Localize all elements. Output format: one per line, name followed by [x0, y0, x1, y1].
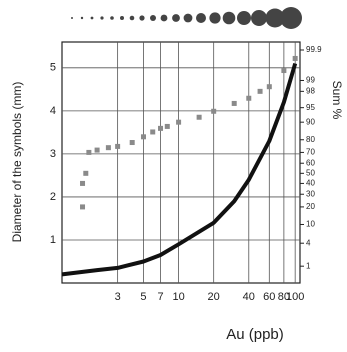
x-tick-label: 100: [286, 291, 304, 303]
data-point: [129, 140, 135, 146]
x-tick-label: 80: [278, 291, 290, 303]
plot-frame: [61, 41, 301, 284]
data-point: [231, 100, 237, 106]
data-point: [105, 145, 111, 151]
data-point: [140, 134, 146, 140]
data-point: [150, 129, 156, 135]
data-point: [80, 204, 86, 210]
data-point: [176, 119, 182, 125]
y2-tick-label: 1: [306, 261, 311, 270]
x-tick-label: 40: [243, 291, 255, 303]
y2-tick-label: 98: [306, 86, 315, 95]
x-axis-title: Au (ppb): [226, 326, 284, 343]
y2-tick-label: 99.9: [306, 45, 322, 54]
y-axis-title: Diameter of the symbols (mm): [10, 82, 24, 243]
x-tick-label: 7: [157, 291, 163, 303]
data-point: [211, 108, 217, 114]
x-tick-label: 10: [172, 291, 184, 303]
data-point: [281, 68, 287, 74]
y2-tick-label: 99: [306, 76, 315, 85]
y2-tick-label: 50: [306, 168, 315, 177]
data-point: [86, 149, 92, 155]
data-point: [246, 95, 252, 101]
data-point: [115, 143, 121, 149]
y-tick-label: 5: [50, 62, 56, 74]
data-line: [61, 62, 298, 277]
y2-axis-title: Sum %: [330, 81, 344, 120]
y2-tick-label: 90: [306, 117, 315, 126]
data-point: [257, 88, 263, 94]
y2-tick-label: 30: [306, 189, 315, 198]
y2-tick-label: 70: [306, 148, 315, 157]
y-tick-label: 2: [50, 191, 56, 203]
x-tick-label: 20: [208, 291, 220, 303]
y2-tick-label: 10: [306, 220, 315, 229]
data-point: [266, 84, 272, 90]
data-point: [292, 55, 298, 61]
data-point: [94, 147, 100, 153]
y-tick-label: 1: [50, 234, 56, 246]
y-tick-label: 4: [50, 105, 56, 117]
y2-tick-label: 80: [306, 135, 315, 144]
y2-tick-label: 60: [306, 158, 315, 167]
y2-tick-label: 40: [306, 179, 315, 188]
data-point: [196, 114, 202, 120]
symbol-size-legend: [71, 7, 302, 29]
x-tick-label: 5: [140, 291, 146, 303]
data-point: [80, 180, 86, 186]
data-point: [164, 123, 170, 129]
y2-tick-label: 95: [306, 103, 315, 112]
x-tick-label: 3: [115, 291, 121, 303]
data-point: [158, 125, 164, 131]
x-tick-label: 60: [263, 291, 275, 303]
y2-tick-label: 20: [306, 202, 315, 211]
y2-tick-label: 4: [306, 238, 311, 247]
y-tick-label: 3: [50, 148, 56, 160]
data-point: [83, 170, 89, 176]
